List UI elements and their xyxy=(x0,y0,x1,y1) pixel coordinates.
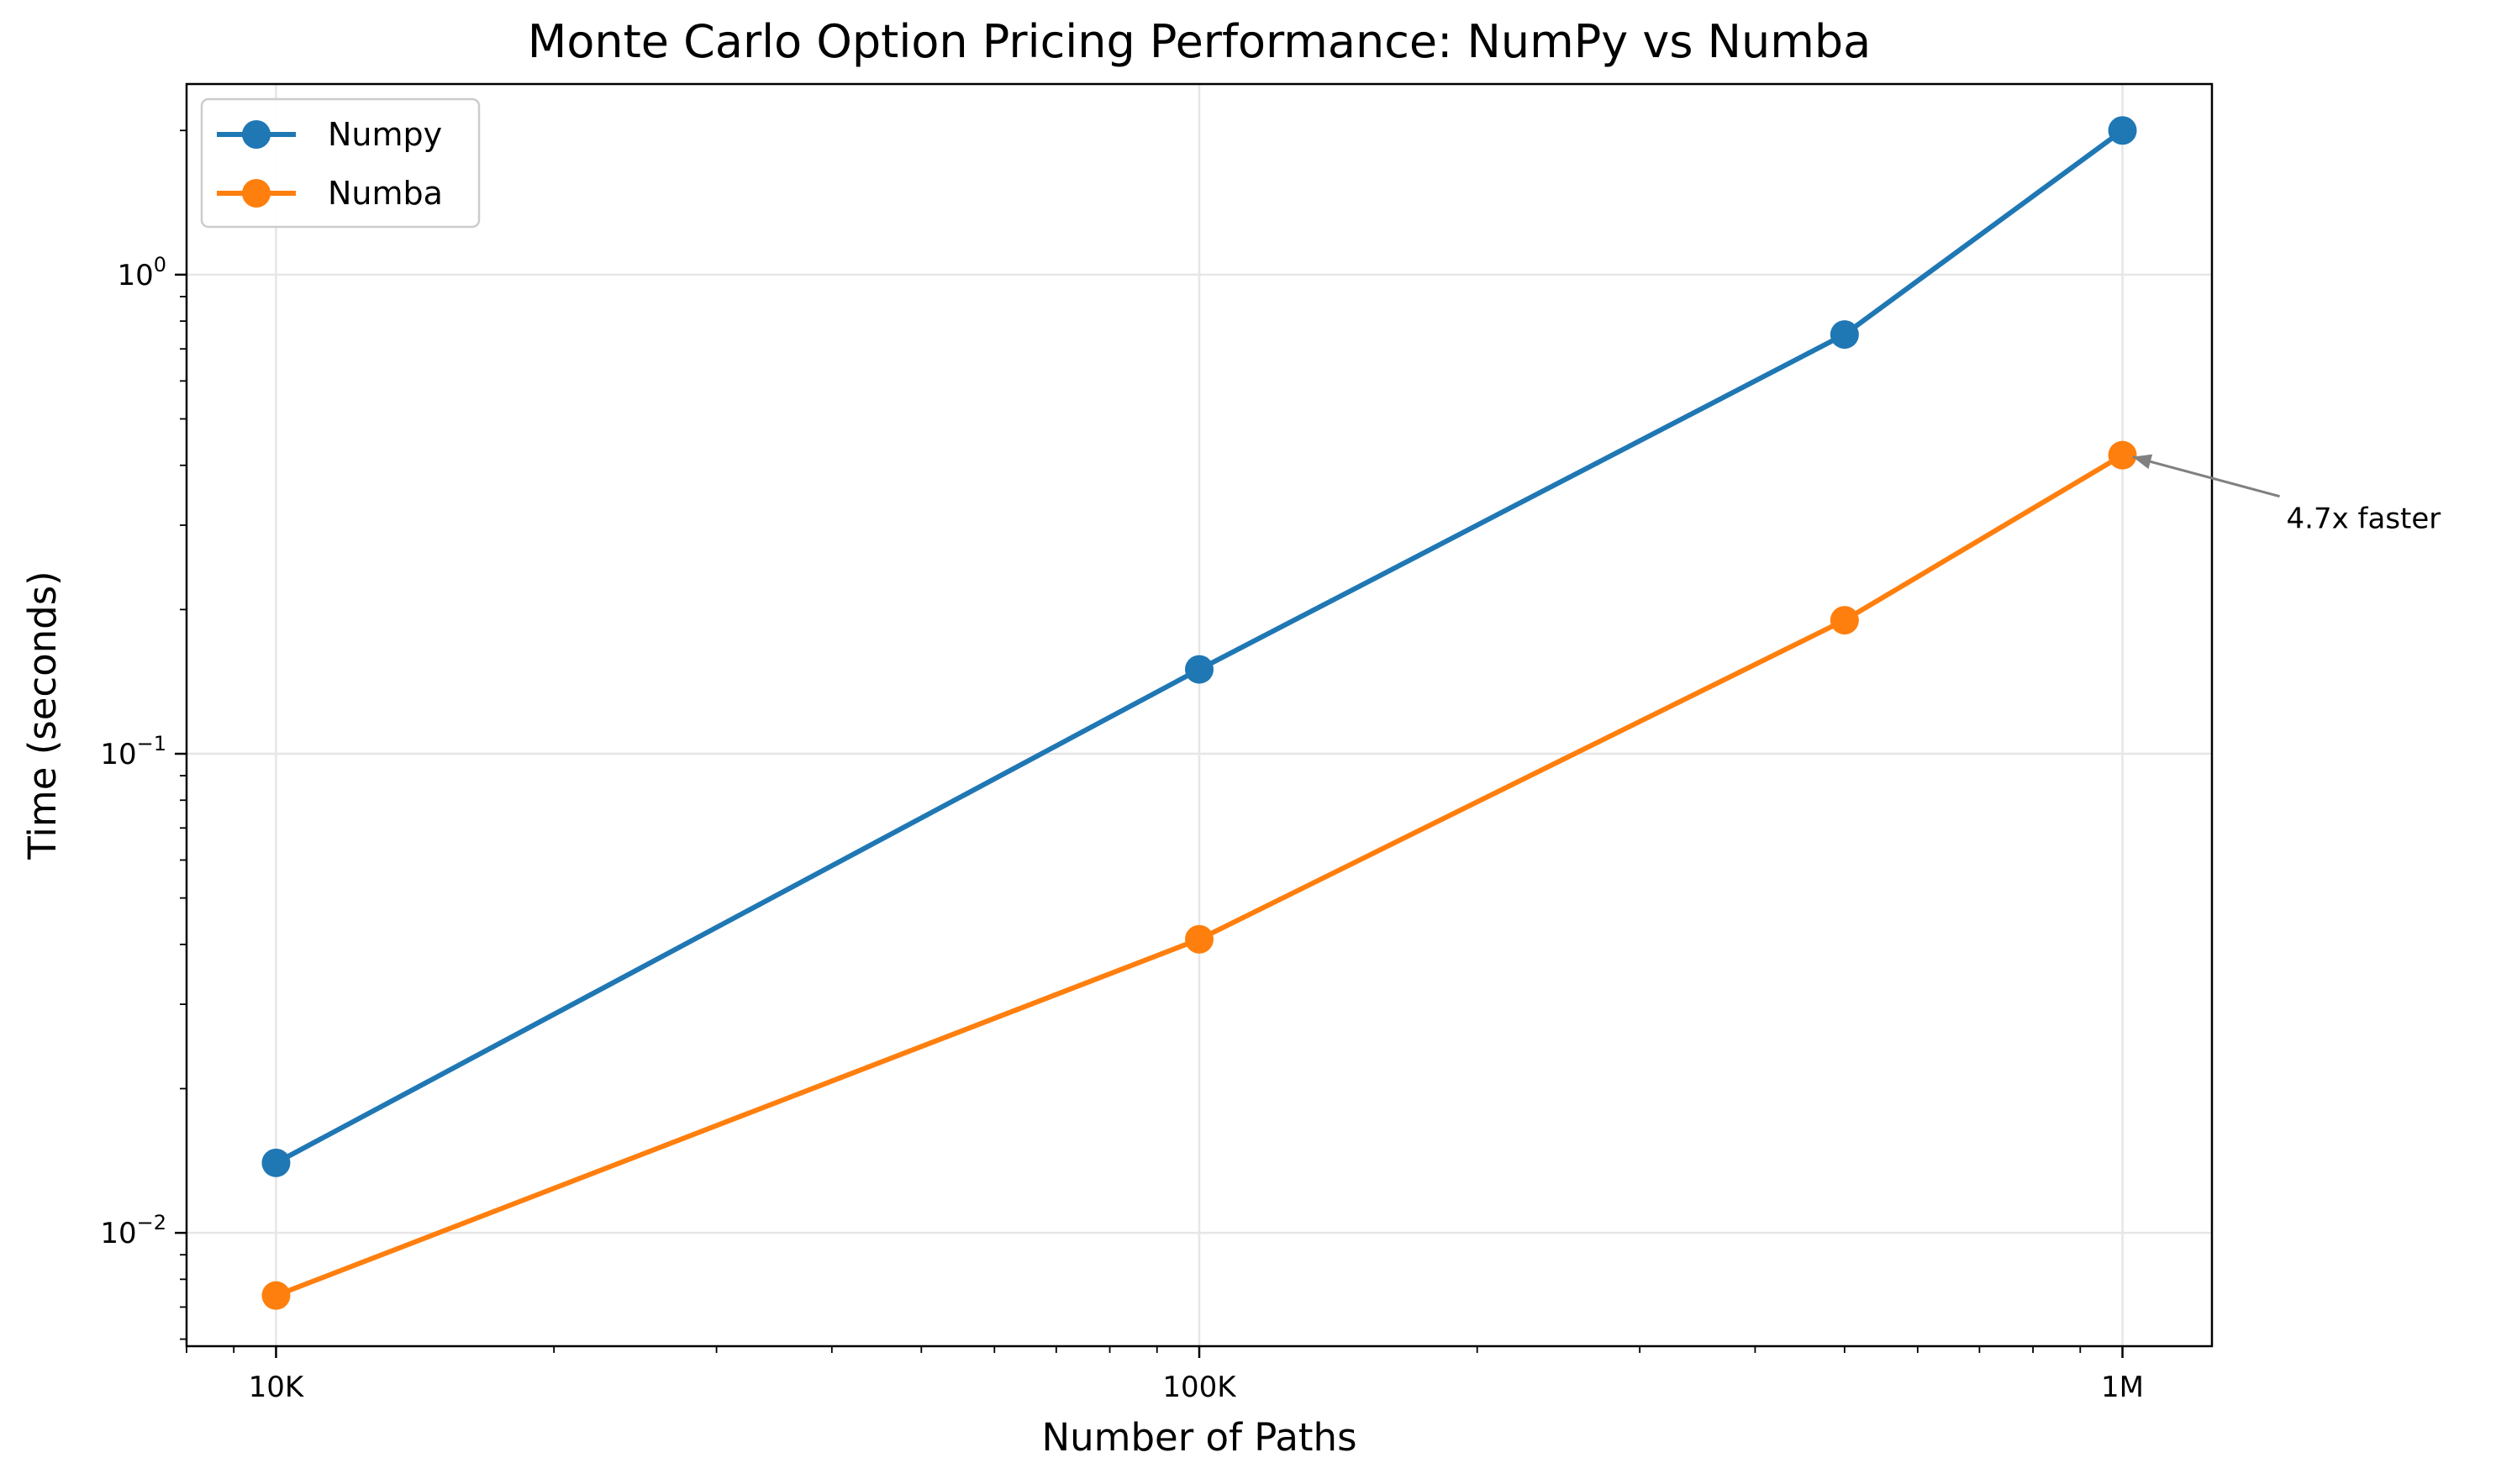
grid xyxy=(187,84,2212,1346)
data-point-numba xyxy=(1185,924,1214,954)
annotations: 4.7x faster xyxy=(2132,454,2441,536)
data-point-numpy xyxy=(2108,116,2137,145)
y-tick-label: 100 xyxy=(117,253,166,292)
annotation-label: 4.7x faster xyxy=(2287,503,2441,536)
x-tick-label: 100K xyxy=(1162,1371,1237,1404)
legend: Numpy Numba xyxy=(200,97,481,229)
annotation-arrow-line xyxy=(2132,455,2280,498)
data-point-numba xyxy=(261,1281,291,1310)
series-line-numpy xyxy=(273,128,2125,1166)
data-point-numpy xyxy=(261,1148,291,1177)
legend-marker-numpy xyxy=(242,120,271,149)
chart-title: Monte Carlo Option Pricing Performance: … xyxy=(528,15,1871,68)
x-axis-label: Number of Paths xyxy=(1041,1415,1356,1460)
legend-label-numpy: Numpy xyxy=(328,116,442,153)
annotation-arrow-head xyxy=(2132,454,2153,470)
y-axis-label: Time (seconds) xyxy=(20,571,65,860)
x-tick-label: 1M xyxy=(2101,1371,2144,1404)
data-point-numpy xyxy=(1185,655,1214,684)
legend-marker-numba xyxy=(242,179,271,208)
data-point-numpy xyxy=(1830,320,1859,350)
data-point-numba xyxy=(1830,606,1859,635)
y-tick-label: 10−2 xyxy=(100,1211,166,1250)
x-tick-label: 10K xyxy=(249,1371,305,1404)
data-point-numba xyxy=(2108,440,2137,470)
series-layer xyxy=(261,116,2137,1310)
ticks: 10K 100K 1M 10−2 10−1 100 xyxy=(100,129,2144,1404)
legend-label-numba: Numba xyxy=(328,175,443,212)
series-line-numba xyxy=(273,452,2125,1298)
y-tick-label: 10−1 xyxy=(100,732,166,771)
